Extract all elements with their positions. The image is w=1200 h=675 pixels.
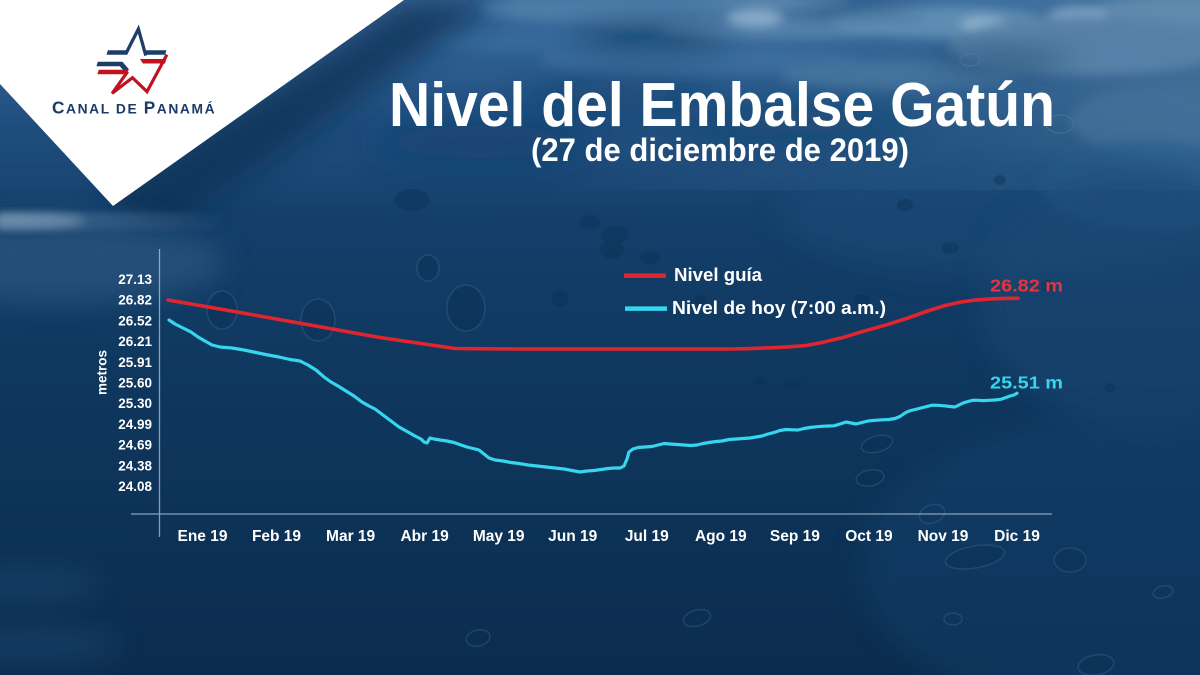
svg-text:Jun 19: Jun 19: [548, 528, 597, 545]
svg-text:Abr 19: Abr 19: [400, 528, 449, 545]
svg-text:Jul 19: Jul 19: [625, 528, 669, 545]
svg-text:May 19: May 19: [473, 528, 525, 545]
svg-text:CANAL DE PANAMÁ: CANAL DE PANAMÁ: [52, 98, 216, 118]
svg-text:Nivel del Embalse Gatún: Nivel del Embalse Gatún: [389, 71, 1055, 140]
svg-text:Nivel de hoy (7:00 a.m.): Nivel de hoy (7:00 a.m.): [672, 298, 886, 318]
svg-text:25.60: 25.60: [118, 376, 152, 391]
svg-text:26.52: 26.52: [118, 313, 152, 328]
svg-text:Oct 19: Oct 19: [845, 528, 893, 545]
svg-text:24.08: 24.08: [118, 479, 152, 494]
svg-text:(27 de diciembre de 2019): (27 de diciembre de 2019): [531, 132, 909, 168]
svg-text:24.99: 24.99: [118, 417, 152, 432]
svg-text:25.30: 25.30: [118, 396, 152, 411]
svg-text:Nov 19: Nov 19: [918, 528, 969, 545]
svg-text:25.51 m: 25.51 m: [990, 373, 1063, 393]
svg-text:Nivel guía: Nivel guía: [674, 265, 763, 285]
svg-text:Dic 19: Dic 19: [994, 528, 1040, 545]
svg-text:25.91: 25.91: [118, 355, 152, 370]
svg-text:27.13: 27.13: [118, 272, 152, 287]
svg-text:26.82 m: 26.82 m: [990, 276, 1063, 296]
svg-text:26.82: 26.82: [118, 293, 152, 308]
svg-text:metros: metros: [95, 350, 110, 395]
svg-text:24.69: 24.69: [118, 438, 152, 453]
svg-text:Feb 19: Feb 19: [252, 528, 301, 545]
svg-text:24.38: 24.38: [118, 458, 152, 473]
svg-text:26.21: 26.21: [118, 334, 152, 349]
svg-text:Ago 19: Ago 19: [695, 528, 747, 545]
svg-text:Ene 19: Ene 19: [178, 528, 228, 545]
svg-text:Sep 19: Sep 19: [770, 528, 820, 545]
svg-text:Mar 19: Mar 19: [326, 528, 375, 545]
